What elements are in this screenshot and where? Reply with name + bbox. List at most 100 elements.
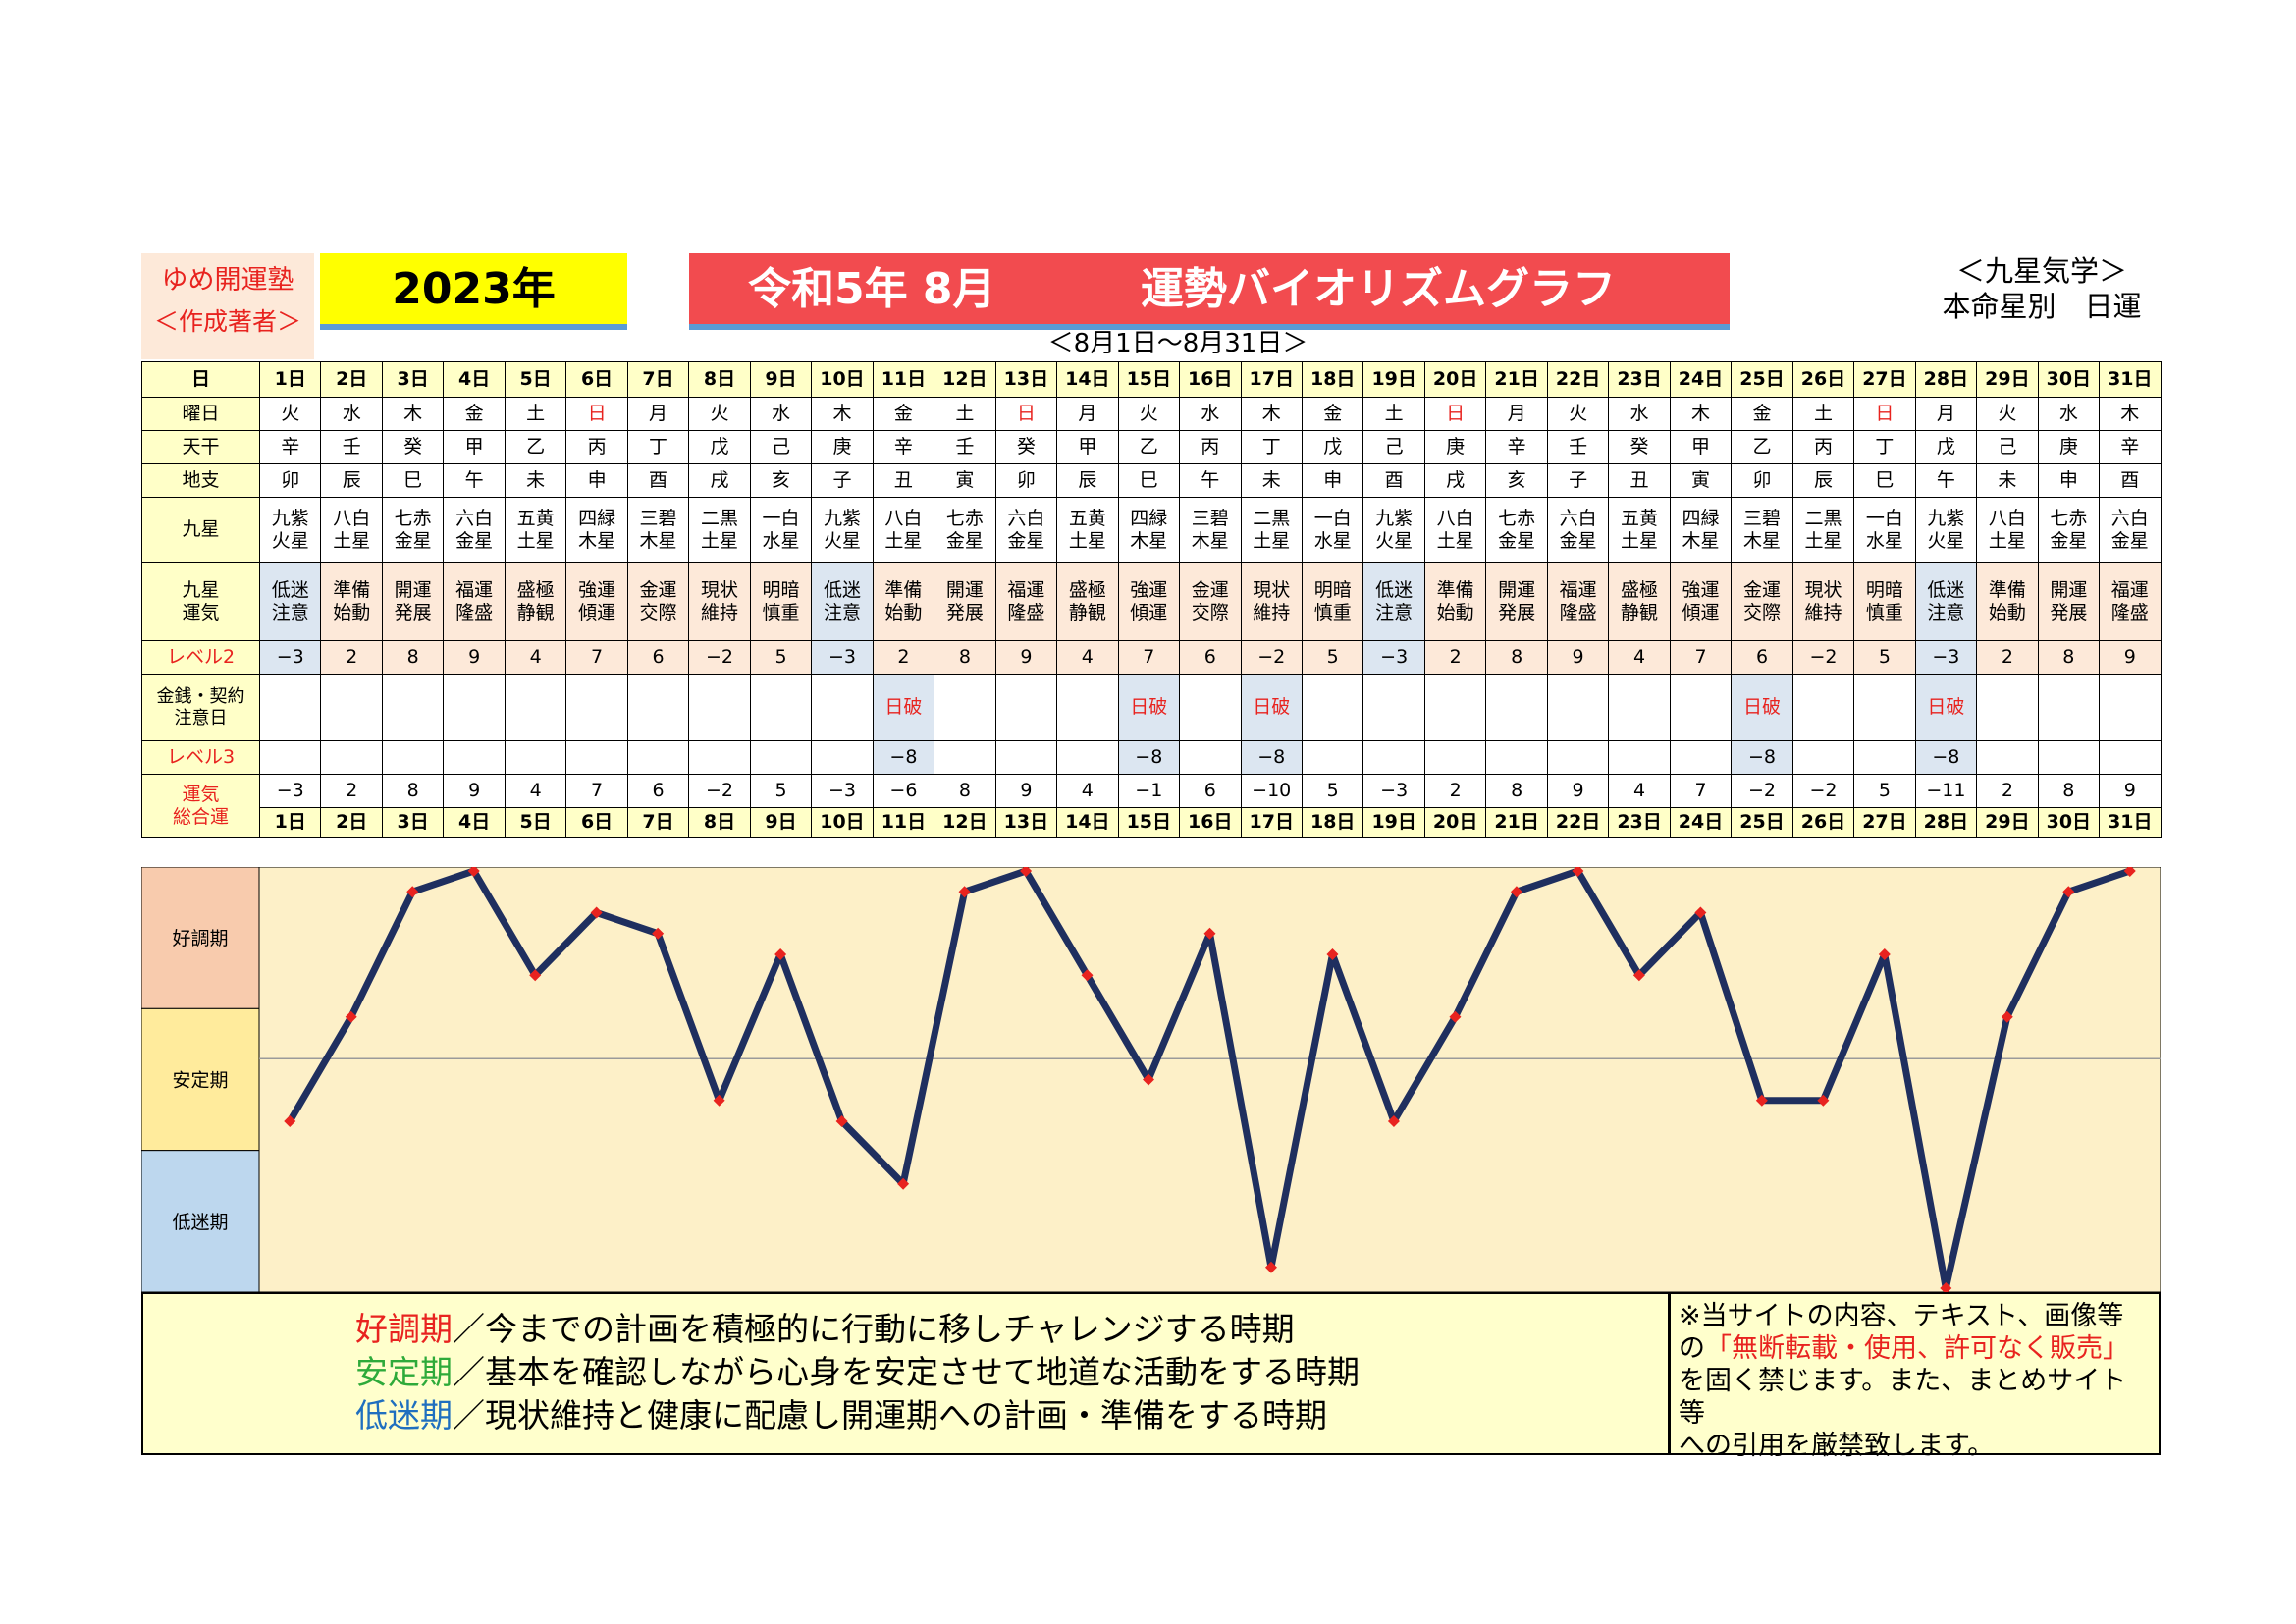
cell-total-28: −11: [1914, 774, 1978, 808]
cell-kyusei-4: 六白 金星: [443, 497, 506, 563]
cell-total-6: 7: [565, 774, 628, 808]
cell-total-8: −2: [688, 774, 751, 808]
cell-days-26: 26日: [1791, 807, 1855, 838]
cell-weekdays-31: 木: [2099, 397, 2162, 431]
cell-money-3: [381, 674, 445, 741]
point-13日: [1020, 867, 1033, 877]
cell-days-23: 23日: [1608, 807, 1671, 838]
brand-author: ＜作成著者＞: [153, 307, 301, 336]
cell-kyusei_unki-6: 強運 傾運: [565, 562, 628, 641]
cell-tenkan-19: 己: [1362, 430, 1425, 464]
point-22日: [1572, 867, 1584, 877]
legend-box: 好調期／今までの計画を積極的に行動に移しチャレンジする時期 安定期／基本を確認し…: [141, 1292, 1670, 1455]
cell-kyusei_unki-22: 福運 隆盛: [1546, 562, 1610, 641]
cell-level3-11: −8: [872, 740, 935, 775]
cell-level2-4: 9: [443, 640, 506, 675]
cell-tenkan-1: 辛: [258, 430, 322, 464]
cell-chishi-22: 子: [1546, 463, 1610, 498]
row-label-money: 金銭・契約 注意日: [141, 674, 260, 741]
cell-days-12: 12日: [934, 361, 996, 398]
cell-level2-23: 4: [1608, 640, 1671, 675]
cell-kyusei_unki-27: 明暗 慎重: [1853, 562, 1916, 641]
cell-days-28: 28日: [1914, 807, 1978, 838]
cell-weekdays-25: 金: [1731, 397, 1793, 431]
cell-total-21: 8: [1485, 774, 1548, 808]
cell-tenkan-4: 甲: [443, 430, 506, 464]
cell-weekdays-23: 水: [1608, 397, 1671, 431]
cell-chishi-17: 未: [1240, 463, 1303, 498]
cell-tenkan-28: 戊: [1914, 430, 1978, 464]
cell-days-12: 12日: [934, 807, 996, 838]
point-30日: [2062, 886, 2075, 898]
cell-chishi-10: 子: [811, 463, 874, 498]
cell-level3-20: [1423, 740, 1487, 775]
cell-chishi-8: 戌: [688, 463, 751, 498]
cell-chishi-2: 辰: [320, 463, 383, 498]
cell-kyusei-10: 九紫 火星: [811, 497, 874, 563]
cell-kyusei-9: 一白 水星: [749, 497, 813, 563]
cell-chishi-28: 午: [1914, 463, 1978, 498]
cell-days-3: 3日: [381, 807, 445, 838]
cell-tenkan-7: 丁: [626, 430, 690, 464]
cell-days-15: 15日: [1117, 361, 1181, 398]
cell-kyusei-15: 四緑 木星: [1117, 497, 1181, 563]
point-6日: [590, 906, 603, 919]
point-8日: [713, 1094, 725, 1107]
cell-kyusei_unki-13: 福運 隆盛: [994, 562, 1058, 641]
cell-kyusei_unki-5: 盛極 静観: [504, 562, 567, 641]
cell-days-28: 28日: [1914, 361, 1978, 398]
cell-tenkan-9: 己: [749, 430, 813, 464]
cell-chishi-12: 寅: [934, 463, 996, 498]
cell-chishi-6: 申: [565, 463, 628, 498]
cell-weekdays-26: 土: [1791, 397, 1855, 431]
cell-level3-16: [1179, 740, 1242, 775]
cell-kyusei-3: 七赤 金星: [381, 497, 445, 563]
cell-money-31: [2099, 674, 2162, 741]
cell-level3-29: [1976, 740, 2039, 775]
cell-chishi-20: 戌: [1423, 463, 1487, 498]
cell-level3-24: [1669, 740, 1733, 775]
point-27日: [1878, 948, 1891, 960]
cell-level3-14: [1056, 740, 1119, 775]
cell-days-10: 10日: [811, 807, 874, 838]
point-21日: [1510, 886, 1522, 898]
cell-chishi-3: 巳: [381, 463, 445, 498]
cell-tenkan-31: 辛: [2099, 430, 2162, 464]
cell-days-18: 18日: [1301, 807, 1364, 838]
cell-kyusei-18: 一白 水星: [1301, 497, 1364, 563]
cell-level3-19: [1362, 740, 1425, 775]
cell-level2-8: −2: [688, 640, 751, 675]
point-29日: [2001, 1010, 2013, 1023]
row-weekday: 曜日火水木金土日月火水木金土日月火水木金土日月火水木金土日月火水木: [141, 397, 2162, 431]
cell-weekdays-10: 木: [811, 397, 874, 431]
cell-money-24: [1669, 674, 1733, 741]
cell-chishi-24: 寅: [1669, 463, 1733, 498]
cell-total-31: 9: [2099, 774, 2162, 808]
cell-days-23: 23日: [1608, 361, 1671, 398]
cell-days-3: 3日: [381, 361, 445, 398]
cell-weekdays-28: 月: [1914, 397, 1978, 431]
row-level2: レベル2 −3 2 8 9 4 7 6 −2 5 −3 2 8 9 4 7 6 −2 5 −3 2 8 9 4 7 6 −2 5 −3 2…: [141, 640, 2162, 675]
cell-total-23: 4: [1608, 774, 1671, 808]
cell-level2-17: −2: [1240, 640, 1303, 675]
row-level3: レベル3 −8 −8 −8 −8 −8: [141, 740, 2162, 775]
cell-tenkan-11: 辛: [872, 430, 935, 464]
cell-kyusei-13: 六白 金星: [994, 497, 1058, 563]
brand-name: ゆめ開運塾: [161, 265, 294, 296]
cell-kyusei-25: 三碧 木星: [1731, 497, 1793, 563]
cell-level2-26: −2: [1791, 640, 1855, 675]
band-label-2: 安定期: [172, 1070, 228, 1092]
cell-chishi-21: 亥: [1485, 463, 1548, 498]
cell-days-18: 18日: [1301, 361, 1364, 398]
cell-tenkan-3: 癸: [381, 430, 445, 464]
cell-kyusei-26: 二黒 土星: [1791, 497, 1855, 563]
cell-weekdays-21: 月: [1485, 397, 1548, 431]
row-total: 運気 総合運 −3 2 8 9 4 7 6 −2 5 −3 −6 8 9 4 −1 6 −10 5 −3 2 8 9 4 7 −2…: [141, 774, 2162, 838]
cell-days-22: 22日: [1546, 807, 1610, 838]
cell-tenkan-10: 庚: [811, 430, 874, 464]
cell-chishi-11: 丑: [872, 463, 935, 498]
cell-money-27: [1853, 674, 1916, 741]
cell-chishi-7: 酉: [626, 463, 690, 498]
cell-weekdays-7: 月: [626, 397, 690, 431]
